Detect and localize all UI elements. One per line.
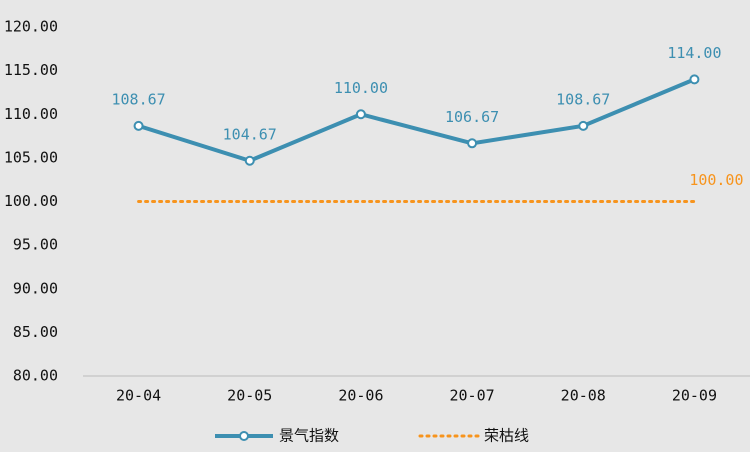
data-label: 108.67 (556, 90, 610, 108)
y-tick-label: 80.00 (13, 367, 58, 385)
point-marker (133, 120, 144, 131)
y-tick-label: 105.00 (4, 148, 58, 166)
y-tick-label: 85.00 (13, 323, 58, 341)
data-label: 114.00 (667, 44, 721, 62)
y-tick-label: 120.00 (4, 18, 58, 36)
data-label: 104.67 (223, 125, 277, 143)
point-marker (467, 138, 478, 149)
legend-label: 荣枯线 (484, 427, 529, 445)
x-tick-label: 20-09 (672, 387, 717, 405)
data-label: 106.67 (445, 108, 499, 126)
x-tick-label: 20-05 (227, 387, 272, 405)
x-tick-label: 20-06 (338, 387, 383, 405)
data-label: 100.00 (689, 171, 743, 189)
legend-marker (239, 431, 249, 441)
point-marker (244, 155, 255, 166)
point-marker (578, 120, 589, 131)
data-label: 108.67 (111, 90, 165, 108)
legend-label: 景气指数 (279, 427, 339, 445)
series-line (137, 77, 696, 163)
point-marker (355, 109, 366, 120)
y-tick-label: 110.00 (4, 105, 58, 123)
point-marker (689, 74, 700, 85)
y-tick-label: 90.00 (13, 279, 58, 297)
data-label: 110.00 (334, 79, 388, 97)
x-tick-label: 20-04 (116, 387, 161, 405)
x-tick-label: 20-07 (450, 387, 495, 405)
y-tick-label: 95.00 (13, 236, 58, 254)
y-tick-label: 100.00 (4, 192, 58, 210)
y-tick-label: 115.00 (4, 61, 58, 79)
x-tick-label: 20-08 (561, 387, 606, 405)
